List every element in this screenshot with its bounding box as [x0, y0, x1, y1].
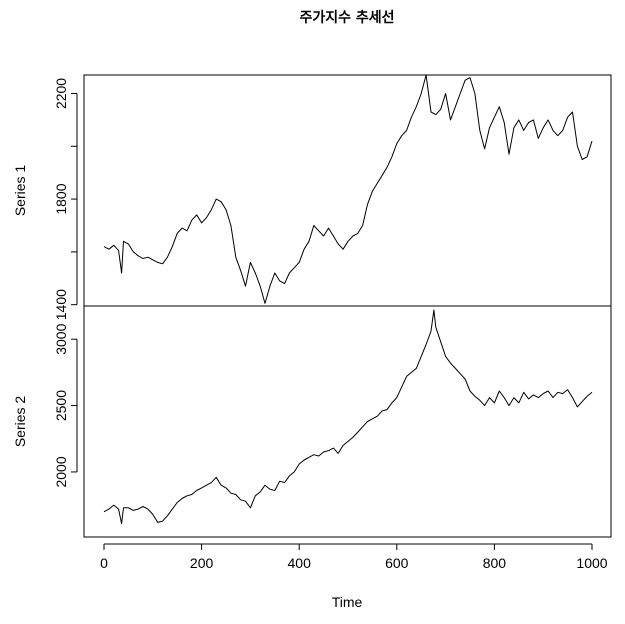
x-tick-label-0: 0: [100, 555, 108, 571]
panel-1: 1400 1800 2200 Series 1: [12, 74, 612, 320]
y-tick-label-1-1400: 1400: [53, 289, 69, 320]
series-1-y-label: Series 1: [12, 165, 28, 217]
panel-2: 2000 2500 3000 Series 2: [12, 305, 612, 538]
panel-2-frame: [83, 305, 612, 538]
y-tick-label-1-2200: 2200: [53, 78, 69, 109]
x-tick-label-600: 600: [385, 555, 409, 571]
series-1-line: [103, 74, 593, 304]
x-axis: 0 200 400 600 800 1000: [100, 543, 608, 571]
x-tick-label-400: 400: [288, 555, 312, 571]
x-axis-label: Time: [332, 594, 363, 610]
series-2-line: [103, 309, 593, 525]
chart-title: 주가지수 추세선: [299, 10, 394, 26]
panel-1-frame: [83, 74, 612, 307]
x-tick-label-1000: 1000: [576, 555, 607, 571]
x-tick-label-800: 800: [483, 555, 507, 571]
series-2-y-label: Series 2: [12, 396, 28, 448]
y-tick-label-1-1800: 1800: [53, 183, 69, 214]
y-tick-label-2-2500: 2500: [53, 390, 69, 421]
x-tick-label-200: 200: [190, 555, 214, 571]
y-tick-label-2-2000: 2000: [53, 456, 69, 487]
panels: 1400 1800 2200 Series 1 2000 2500 3000 Series 2: [12, 74, 612, 538]
y-tick-label-2-3000: 3000: [53, 323, 69, 354]
